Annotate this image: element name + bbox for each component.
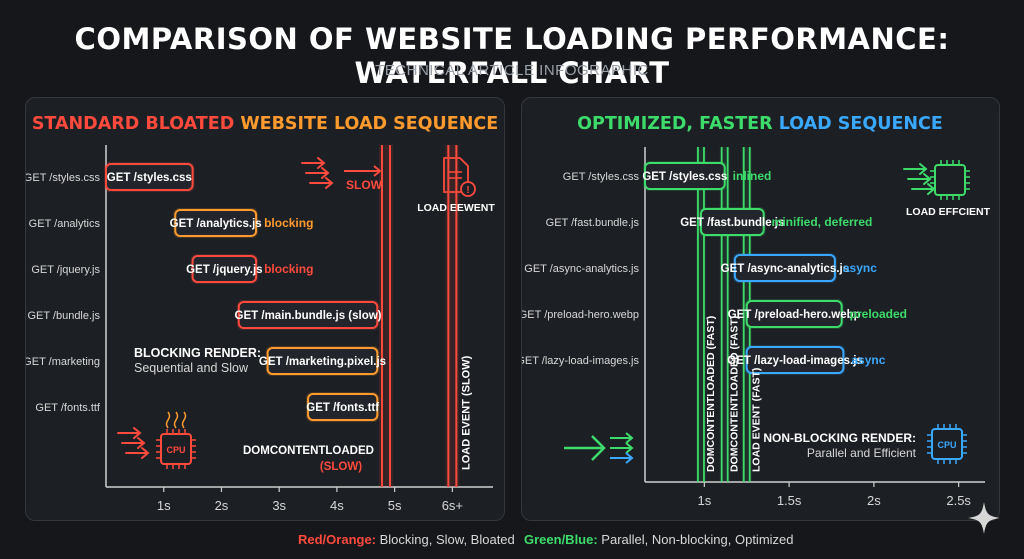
legend-optimized: Green/Blue: Parallel, Non-blocking, Opti… — [524, 532, 794, 547]
svg-text:CPU: CPU — [166, 445, 185, 455]
bar-note-2: async — [843, 261, 877, 275]
bar-label-1: GET /analytics.js — [170, 218, 262, 230]
chart-title-part-1: WEBSITE LOAD SEQUENCE — [240, 114, 498, 134]
row-label-2: GET /async-analytics.js — [524, 263, 639, 275]
bar-label-0: GET /styles.css — [107, 172, 192, 184]
render-subtitle: Sequential and Slow — [134, 361, 249, 375]
x-tick-label-1: 2s — [215, 498, 229, 513]
bar-label-3: GET /preload-hero.webp — [728, 309, 861, 321]
render-subtitle: Parallel and Efficient — [807, 446, 917, 460]
bar-label-1: GET /fast.bundle.js — [680, 217, 784, 229]
x-tick-label-2: 2s — [867, 493, 881, 508]
bar-label-3: GET /main.bundle.js (slow) — [235, 310, 382, 322]
bar-note-1: minified, deferred — [772, 215, 873, 229]
bar-note-1: blocking — [264, 216, 313, 230]
slow-arrows-icon — [301, 157, 334, 189]
bar-4 — [266, 347, 379, 375]
row-label-2: GET /jquery.js — [31, 264, 100, 276]
cpu-icon: CPU — [156, 429, 196, 469]
row-label-4: GET /lazy-load-images.js — [522, 355, 639, 367]
bar-label-4: GET /marketing.pixel.js — [259, 356, 386, 368]
bar-1 — [699, 208, 765, 236]
chart-title-part-0: OPTIMIZED, FASTER — [577, 114, 779, 134]
document-warning-icon: ! — [443, 157, 476, 197]
row-label-0: GET /styles.css — [563, 171, 640, 183]
bloated-waterfall-chart: STANDARD BLOATED WEBSITE LOAD SEQUENCE 1s… — [26, 114, 498, 513]
bar-3 — [745, 300, 843, 328]
legend-optimized-key: Green/Blue: — [524, 532, 598, 547]
render-title: BLOCKING RENDER: — [134, 346, 261, 360]
load-event-label: LOAD EEWENT — [417, 202, 495, 214]
marker-line-1 — [719, 147, 730, 482]
bar-label-4: GET /lazy-load-images.js — [727, 355, 862, 367]
bar-2 — [733, 254, 836, 282]
legend-optimized-text: Parallel, Non-blocking, Optimized — [597, 532, 794, 547]
slow-arrow-icon — [344, 165, 382, 177]
bar-5 — [307, 393, 379, 421]
x-tick-label-3: 4s — [330, 498, 344, 513]
slow-label: SLOW — [346, 178, 383, 192]
marker-line-0 — [378, 145, 393, 487]
chart-title-part-1: LOAD SEQUENCE — [779, 114, 943, 134]
legend-bloated: Red/Orange: Blocking, Slow, Bloated — [298, 532, 515, 547]
row-label-5: GET /fonts.ttf — [35, 402, 101, 414]
chip-icon — [930, 160, 970, 200]
page-title: COMPARISON OF WEBSITE LOADING PERFORMANC… — [74, 22, 950, 90]
bar-2 — [191, 255, 258, 283]
x-tick-label-5: 6s+ — [442, 498, 463, 513]
x-tick-label-3: 2.5s — [946, 493, 971, 508]
marker-label-0: DOMCONTENTLOADED — [243, 445, 374, 457]
svg-text:!: ! — [466, 185, 469, 196]
page-subtitle: TECHNICAL ARTICLE INFOGRAPHIC — [375, 62, 649, 79]
x-tick-label-2: 3s — [272, 498, 286, 513]
sparkle-icon — [968, 502, 1000, 534]
marker-sublabel-0: (SLOW) — [320, 461, 362, 473]
marker-line-0 — [695, 147, 706, 482]
legend-bloated-text: Blocking, Slow, Bloated — [376, 532, 515, 547]
bar-3 — [237, 301, 379, 329]
cpu-icon: CPU — [927, 424, 967, 464]
marker-label-2: LOAD EVENT (FAST) — [751, 368, 763, 472]
efficient-arrows-icon — [903, 163, 936, 195]
bar-4 — [745, 346, 845, 374]
legend-bloated-key: Red/Orange: — [298, 532, 377, 547]
x-tick-label-0: 1s — [697, 493, 711, 508]
heat-icon — [165, 411, 187, 429]
bloated-waterfall-panel: STANDARD BLOATED WEBSITE LOAD SEQUENCE 1s… — [25, 97, 505, 521]
optimized-waterfall-panel: OPTIMIZED, FASTER LOAD SEQUENCE 1s 1.5s 2s 2… — [521, 97, 1000, 521]
bar-note-4: async — [851, 353, 885, 367]
row-label-4: GET /marketing — [26, 356, 100, 368]
row-label-0: GET /styles.css — [26, 172, 100, 184]
x-tick-label-4: 5s — [388, 498, 402, 513]
x-tick-label-0: 1s — [157, 498, 171, 513]
parallel-arrows-icon — [564, 432, 634, 464]
row-label-3: GET /preload-hero.webp — [522, 309, 639, 321]
bar-note-0: inlined — [733, 169, 772, 183]
optimized-waterfall-chart: OPTIMIZED, FASTER LOAD SEQUENCE 1s 1.5s 2s 2… — [522, 114, 991, 508]
marker-label-1: LOAD EVENT (SLOW) — [460, 355, 472, 470]
load-efficient-label: LOAD EFFCIENT — [906, 206, 991, 218]
chart-title-part-0: STANDARD BLOATED — [32, 114, 241, 134]
marker-line-1 — [445, 145, 460, 487]
x-tick-label-1: 1.5s — [777, 493, 802, 508]
chart-title: STANDARD BLOATED WEBSITE LOAD SEQUENCE — [32, 114, 498, 134]
chart-title: OPTIMIZED, FASTER LOAD SEQUENCE — [577, 114, 943, 134]
cpu-arrows-icon — [117, 427, 150, 459]
bar-label-5: GET /fonts.ttf — [306, 402, 379, 414]
bar-0 — [105, 163, 194, 191]
bar-0 — [644, 162, 726, 190]
row-label-1: GET /fast.bundle.js — [546, 217, 640, 229]
bar-label-2: GET /async-analytics.js — [721, 263, 849, 275]
bar-note-2: blocking — [264, 262, 313, 276]
bar-note-3: preloaded — [850, 307, 907, 321]
svg-text:CPU: CPU — [937, 440, 956, 450]
bar-label-0: GET /styles.css — [642, 171, 727, 183]
row-label-1: GET /analytics — [29, 218, 101, 230]
marker-label-0: DOMCONTENTLOADED (FAST) — [705, 316, 717, 472]
bar-label-2: GET /jquery.js — [186, 264, 262, 276]
marker-label-1: DOMCONTENTLOADED (FAST) — [729, 316, 741, 472]
bar-1 — [174, 209, 258, 237]
render-title: NON-BLOCKING RENDER: — [763, 431, 916, 445]
row-label-3: GET /bundle.js — [27, 310, 100, 322]
